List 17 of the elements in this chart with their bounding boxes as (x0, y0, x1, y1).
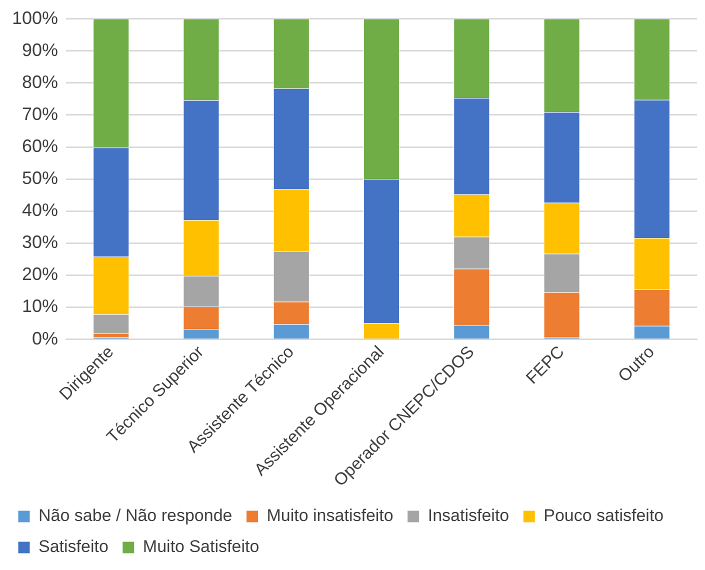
y-tick-label: 100% (12, 8, 58, 28)
y-tick-label: 40% (22, 200, 58, 220)
legend-label: Não sabe / Não responde (38, 506, 232, 526)
y-tick-label: 30% (22, 232, 58, 252)
y-tick-label: 20% (22, 264, 58, 284)
y-tick-label: 70% (22, 104, 58, 124)
legend-label: Insatisfeito (428, 506, 510, 526)
legend-label: Pouco satisfeito (544, 506, 664, 526)
legend-label: Satisfeito (38, 537, 108, 556)
legend-label: Muito Satisfeito (142, 537, 260, 556)
y-tick-label: 0% (32, 328, 58, 348)
y-tick-label: 90% (22, 40, 58, 60)
y-tick-label: 50% (22, 168, 58, 188)
y-tick-label: 60% (22, 136, 58, 156)
legend-label: Muito insatisfeito (266, 506, 394, 526)
y-tick-label: 10% (22, 296, 58, 316)
y-tick-label: 80% (22, 72, 58, 92)
